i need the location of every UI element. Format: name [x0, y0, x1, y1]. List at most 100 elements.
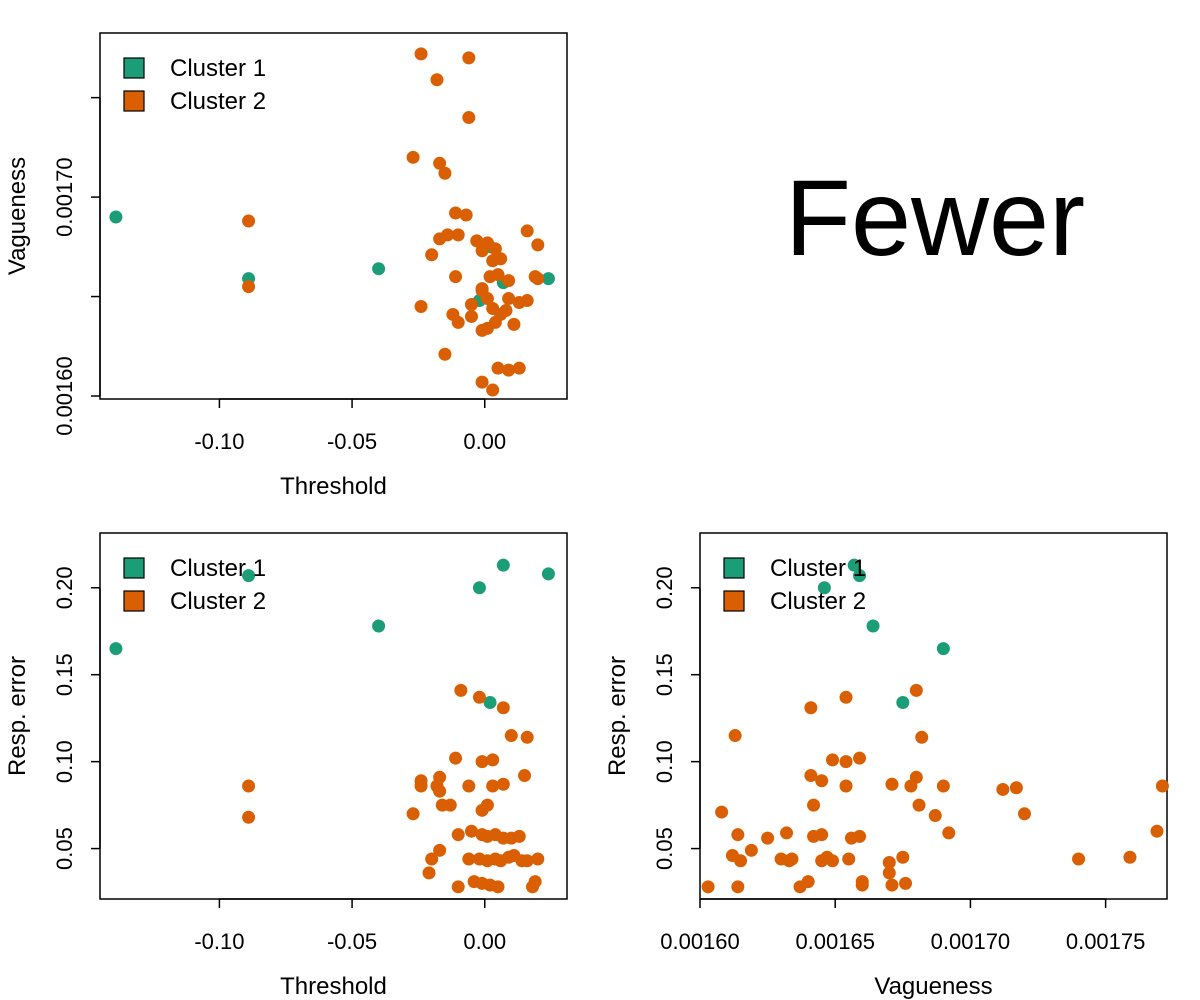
point-cluster-2 — [1017, 807, 1031, 821]
point-cluster-2 — [438, 347, 452, 361]
y-tick-label: 0.15 — [652, 653, 677, 696]
point-cluster-2 — [518, 769, 532, 783]
x-tick-label: 0.00 — [463, 929, 506, 954]
point-cluster-1 — [483, 696, 497, 710]
x-axis-title: Threshold — [280, 973, 387, 1000]
point-cluster-2 — [433, 784, 447, 798]
legend-label: Cluster 1 — [170, 55, 266, 82]
legend-swatch — [723, 557, 745, 579]
point-cluster-2 — [486, 779, 500, 793]
point-cluster-2 — [449, 206, 463, 220]
point-cluster-2 — [491, 361, 505, 375]
point-cluster-2 — [464, 298, 478, 312]
point-cluster-2 — [885, 878, 899, 892]
point-cluster-1 — [866, 619, 880, 633]
point-cluster-1 — [372, 262, 386, 276]
point-cluster-2 — [915, 730, 929, 744]
point-cluster-2 — [451, 880, 465, 894]
point-cluster-2 — [499, 303, 513, 317]
point-cluster-2 — [744, 843, 758, 857]
point-cluster-2 — [531, 852, 545, 866]
point-cluster-2 — [449, 270, 463, 284]
point-cluster-2 — [839, 690, 853, 704]
point-cluster-1 — [896, 696, 910, 710]
point-cluster-2 — [512, 829, 526, 843]
point-cluster-2 — [459, 208, 473, 222]
point-cluster-2 — [504, 729, 518, 743]
point-cluster-2 — [242, 810, 256, 824]
point-cluster-2 — [425, 852, 439, 866]
point-cluster-1 — [817, 581, 831, 595]
point-cluster-2 — [462, 51, 476, 65]
point-cluster-2 — [242, 779, 256, 793]
point-cluster-2 — [855, 878, 869, 892]
point-cluster-2 — [936, 779, 950, 793]
x-tick-label: 0.00160 — [660, 929, 740, 954]
point-cluster-1 — [496, 558, 510, 572]
point-cluster-2 — [502, 363, 516, 377]
point-cluster-2 — [826, 854, 840, 868]
point-cluster-1 — [541, 272, 555, 286]
y-axis-title: Resp. error — [4, 656, 31, 776]
point-cluster-2 — [885, 777, 899, 791]
point-cluster-2 — [451, 228, 465, 242]
point-cluster-2 — [502, 292, 516, 306]
point-cluster-2 — [242, 280, 256, 294]
point-cluster-2 — [507, 317, 521, 331]
point-cluster-2 — [839, 779, 853, 793]
point-cluster-2 — [464, 824, 478, 838]
point-cluster-2 — [480, 798, 494, 812]
legend-swatch — [123, 90, 145, 112]
point-cluster-2 — [826, 753, 840, 767]
x-tick-label: -0.05 — [327, 429, 377, 454]
point-cluster-2 — [928, 809, 942, 823]
y-tick-label: 0.10 — [652, 740, 677, 783]
point-cluster-2 — [701, 880, 715, 894]
y-tick-label: 0.15 — [52, 653, 77, 696]
point-cluster-2 — [839, 755, 853, 769]
point-cluster-2 — [430, 73, 444, 87]
point-cluster-2 — [486, 383, 500, 397]
point-cluster-2 — [785, 852, 799, 866]
point-cluster-1 — [109, 210, 123, 224]
point-cluster-2 — [804, 769, 818, 783]
point-cluster-2 — [462, 852, 476, 866]
point-cluster-2 — [491, 268, 505, 282]
point-cluster-2 — [896, 850, 910, 864]
point-cluster-2 — [520, 224, 534, 238]
point-cluster-2 — [882, 866, 896, 880]
point-cluster-2 — [531, 238, 545, 252]
point-cluster-1 — [853, 569, 867, 583]
x-axis-title: Threshold — [280, 473, 387, 500]
point-cluster-1 — [109, 642, 123, 656]
point-cluster-2 — [449, 751, 463, 765]
point-cluster-2 — [1009, 781, 1023, 795]
point-cluster-2 — [451, 315, 465, 329]
point-cluster-2 — [853, 829, 867, 843]
point-cluster-2 — [1155, 779, 1169, 793]
point-cluster-2 — [496, 777, 510, 791]
legend-label: Cluster 1 — [170, 555, 266, 582]
legend-swatch — [123, 57, 145, 79]
point-cluster-2 — [496, 701, 510, 715]
legend-label: Cluster 2 — [770, 588, 866, 615]
point-cluster-2 — [462, 779, 476, 793]
point-cluster-2 — [731, 828, 745, 842]
point-cluster-2 — [909, 683, 923, 697]
point-cluster-2 — [520, 294, 534, 308]
point-cluster-2 — [512, 361, 526, 375]
point-cluster-2 — [425, 248, 439, 262]
point-cluster-2 — [438, 166, 452, 180]
point-cluster-2 — [904, 779, 918, 793]
point-cluster-2 — [486, 753, 500, 767]
point-cluster-2 — [433, 843, 447, 857]
point-cluster-2 — [780, 826, 794, 840]
point-cluster-2 — [502, 274, 516, 288]
plot-threshold-vs-vagueness: -0.10 -0.05 0.00 Threshold 0.00160 0.00170 Vag… — [4, 32, 568, 500]
y-tick-label: 0.20 — [652, 566, 677, 609]
y-tick-label: 0.05 — [652, 827, 677, 870]
legend-swatch — [123, 590, 145, 612]
point-cluster-2 — [406, 150, 420, 164]
point-cluster-2 — [853, 751, 867, 765]
point-cluster-2 — [462, 111, 476, 125]
